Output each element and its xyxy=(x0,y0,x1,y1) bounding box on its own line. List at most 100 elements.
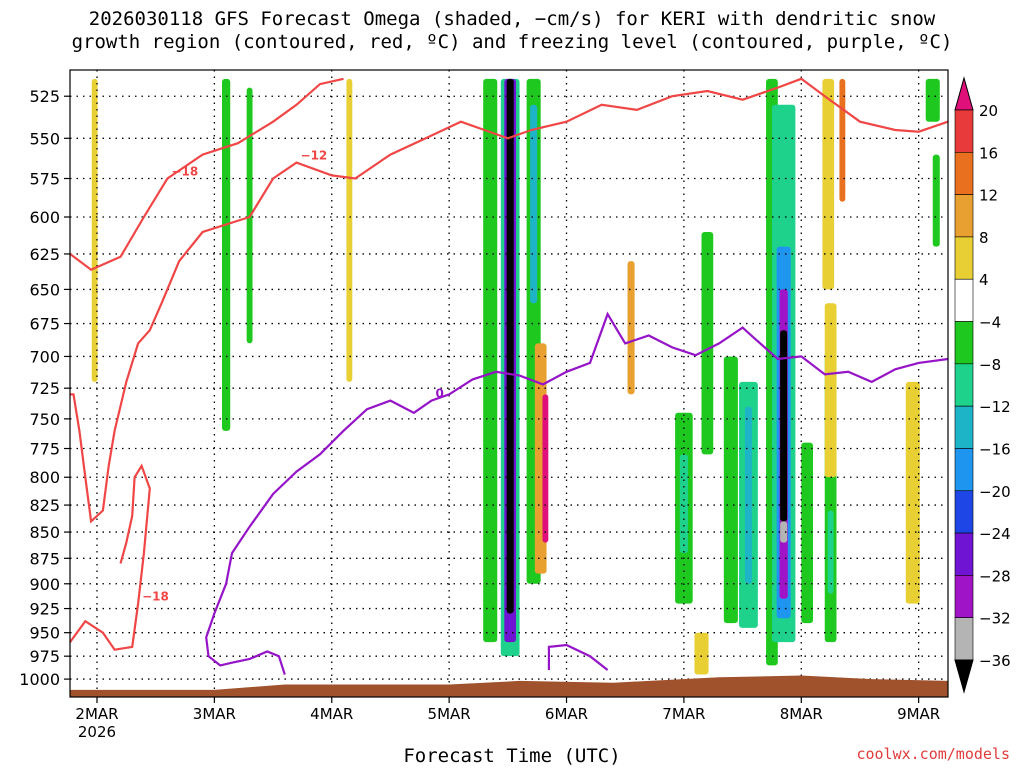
y-tick-label: 925 xyxy=(29,600,60,619)
colorbar-label: −28 xyxy=(979,567,1011,585)
omega-band-7 xyxy=(506,78,514,614)
omega-band-4 xyxy=(483,78,498,643)
y-tick-label: 575 xyxy=(29,170,60,189)
y-tick-label: 900 xyxy=(29,575,60,594)
colorbar-label: 8 xyxy=(979,229,989,247)
colorbar: 20 16 12 8 4 −4 −8 −12 −16 −20 −24 −28 −32 −36 xyxy=(954,76,1011,694)
freezing-contour-0 xyxy=(205,311,948,675)
colorbar-label: 12 xyxy=(979,187,998,205)
x-tick-label: 6MAR xyxy=(545,705,588,723)
y-tick-label: 975 xyxy=(29,647,60,666)
y-tick-label: 850 xyxy=(29,523,60,542)
credit-text: coolwx.com/models xyxy=(856,745,1010,763)
y-tick-label: 1000 xyxy=(19,670,60,689)
colorbar-label: −20 xyxy=(979,483,1011,501)
x-tick-label: 7MAR xyxy=(662,705,705,723)
y-tick-label: 650 xyxy=(29,280,60,299)
colorbar-swatch-10 xyxy=(954,490,974,534)
x-tick-label: 9MAR xyxy=(897,705,940,723)
colorbar-label: 20 xyxy=(979,102,998,120)
colorbar-label: −12 xyxy=(979,398,1011,416)
omega-band-18 xyxy=(744,406,752,584)
omega-band-14 xyxy=(679,454,689,554)
y-tick-label: 725 xyxy=(29,379,60,398)
colorbar-label: −32 xyxy=(979,610,1011,628)
colorbar-label: 16 xyxy=(979,144,998,162)
colorbar-label: −8 xyxy=(979,356,1001,374)
x-tick-label: 2MAR xyxy=(75,705,118,723)
colorbar-swatch-6 xyxy=(954,321,974,365)
omega-band-1 xyxy=(222,78,231,431)
y-tick-label: 600 xyxy=(29,208,60,227)
y-tick-label: 950 xyxy=(29,624,60,643)
dendritic-contour-0 xyxy=(70,77,344,271)
colorbar-label: −4 xyxy=(979,314,1001,332)
colorbar-swatch-3 xyxy=(954,194,974,238)
colorbar-label: 4 xyxy=(979,271,989,289)
colorbar-arrow-bottom xyxy=(954,659,974,694)
colorbar-arrow-top xyxy=(954,76,974,111)
x-tick-label: 4MAR xyxy=(310,705,353,723)
y-tick-label: 525 xyxy=(29,87,60,106)
y-tick-label: 775 xyxy=(29,440,60,459)
colorbar-swatch-4 xyxy=(954,236,974,280)
x-tick-sublabel: 2026 xyxy=(78,723,116,741)
y-tick-label: 550 xyxy=(29,129,60,148)
colorbar-swatch-7 xyxy=(954,363,974,407)
colorbar-label: −24 xyxy=(979,525,1011,543)
omega-band-16 xyxy=(723,356,738,624)
omega-band-0 xyxy=(91,78,98,382)
omega-band-12 xyxy=(627,261,635,395)
omega-band-29 xyxy=(822,78,835,290)
omega-band-32 xyxy=(905,381,920,604)
chart-title-line-1: 2026030118 GFS Forecast Omega (shaded, −… xyxy=(88,8,936,30)
colorbar-swatch-1 xyxy=(954,109,974,153)
y-tick-label: 825 xyxy=(29,496,60,515)
freezing-contour-1 xyxy=(547,643,609,671)
colorbar-swatch-12 xyxy=(954,575,974,618)
dendritic-contour-1 xyxy=(70,77,948,524)
y-tick-label: 700 xyxy=(29,347,60,366)
omega-band-25 xyxy=(780,521,788,543)
omega-band-30 xyxy=(839,78,846,202)
dendritic-contour-label-1: −12 xyxy=(301,149,328,163)
colorbar-swatch-8 xyxy=(954,405,974,449)
omega-band-3 xyxy=(346,78,353,382)
colorbar-label: −16 xyxy=(979,440,1011,458)
y-tick-label: 675 xyxy=(29,315,60,334)
y-tick-label: 750 xyxy=(29,410,60,429)
omega-band-34 xyxy=(932,154,940,247)
omega-band-15 xyxy=(701,231,714,455)
dendritic-contour-label-2: −18 xyxy=(142,590,169,604)
contour-layer: −18 −12 −18 0 xyxy=(70,77,948,675)
x-axis-title: Forecast Time (UTC) xyxy=(403,745,621,767)
omega-band-33 xyxy=(925,78,940,122)
colorbar-swatch-5 xyxy=(954,278,974,322)
colorbar-swatch-11 xyxy=(954,532,974,576)
grid-lines xyxy=(70,70,948,697)
colorbar-swatch-13 xyxy=(954,617,974,661)
x-tick-label: 8MAR xyxy=(780,705,823,723)
omega-band-31 xyxy=(824,303,837,478)
omega-band-28 xyxy=(827,510,834,594)
omega-band-26 xyxy=(801,442,814,624)
y-tick-label: 625 xyxy=(29,245,60,264)
y-tick-label: 875 xyxy=(29,549,60,568)
dendritic-contour-2 xyxy=(70,463,151,651)
omega-band-11 xyxy=(530,104,538,304)
omega-band-24 xyxy=(780,330,788,522)
omega-shading-layer xyxy=(91,78,940,675)
y-tick-label: 800 xyxy=(29,468,60,487)
freezing-contour-label-0: 0 xyxy=(436,387,444,401)
y-axis: 525 550 575 600 625 650 675 700 725 750 775 800 825 8… xyxy=(19,87,70,689)
terrain-fill xyxy=(70,675,948,697)
omega-band-19 xyxy=(694,632,709,675)
dendritic-contour-label-0: −18 xyxy=(171,165,198,179)
chart-title-line-2: growth region (contoured, red, ºC) and f… xyxy=(71,31,953,53)
omega-band-10 xyxy=(542,394,549,543)
colorbar-label: −36 xyxy=(979,652,1011,670)
x-tick-label: 3MAR xyxy=(193,705,236,723)
colorbar-swatch-9 xyxy=(954,448,974,492)
